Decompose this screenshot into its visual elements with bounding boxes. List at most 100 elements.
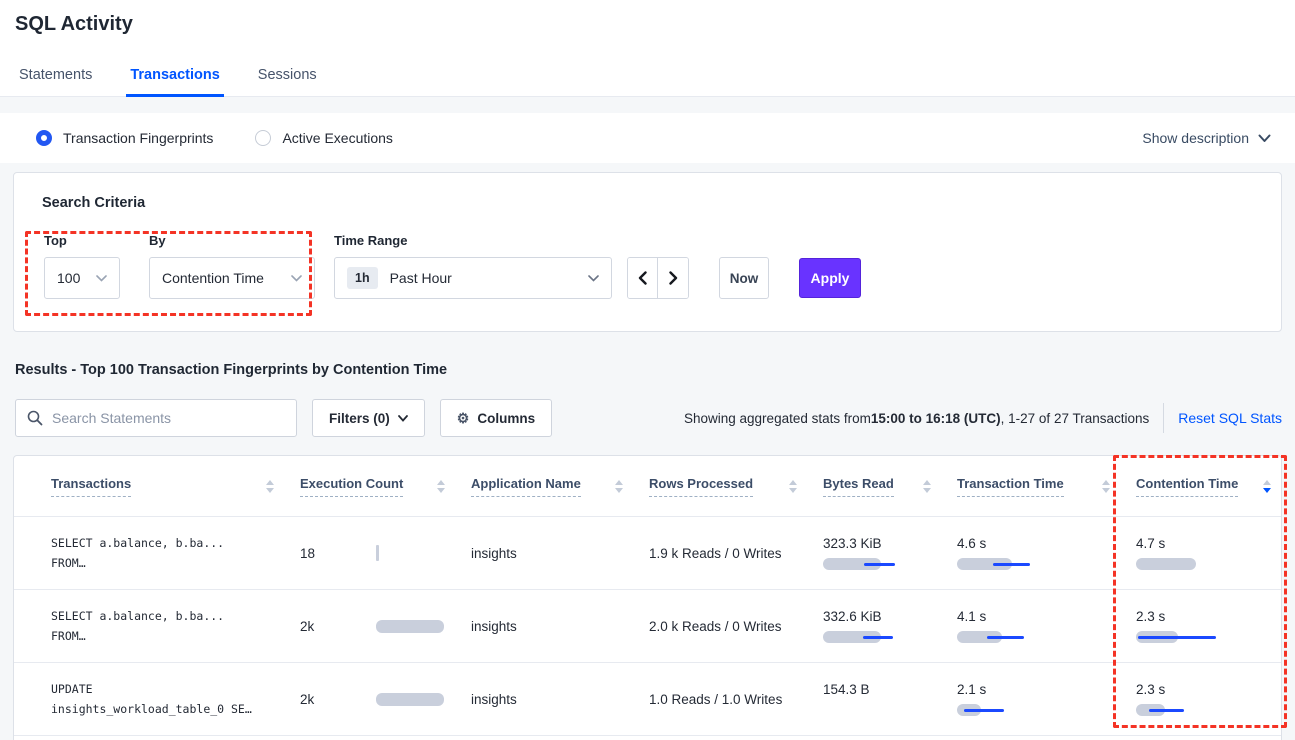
view-toggle-bar: Transaction Fingerprints Active Executio… (0, 113, 1295, 163)
radio-transaction-fingerprints[interactable]: Transaction Fingerprints (36, 130, 213, 146)
rows-processed-cell: 1.0 Reads / 1.0 Writes (649, 691, 783, 707)
bar-gray-segment (823, 631, 881, 643)
sort-up-icon (1263, 479, 1271, 485)
sort-up-icon (923, 479, 931, 485)
transaction-fingerprint-link[interactable]: SELECT a.balance, b.ba... FROM… (14, 606, 300, 646)
sort-arrows-icon[interactable] (923, 479, 931, 493)
column-header-transaction-time[interactable]: Transaction Time (957, 476, 1136, 497)
column-label: Application Name (471, 476, 581, 497)
by-select[interactable]: Contention Time (149, 257, 315, 299)
transaction-time-cell-value: 4.6 s (957, 536, 987, 551)
sql-line-1: UPDATE (51, 682, 93, 696)
tab-sessions[interactable]: Sessions (257, 67, 317, 83)
bar-blue-line (993, 563, 1030, 566)
column-label: Transaction Time (957, 476, 1064, 497)
execution-count-cell: 2k (300, 692, 471, 707)
table-header-row: Transactions Execution Count Application N… (14, 456, 1281, 517)
contention-time-cell: 4.7 s (1136, 536, 1281, 570)
columns-button[interactable]: ⚙ Columns (439, 399, 553, 437)
sql-line-2: FROM… (51, 629, 86, 643)
top-select-value: 100 (57, 270, 81, 286)
sort-arrows-icon[interactable] (266, 479, 274, 493)
metric-bar (823, 558, 931, 570)
radio-unselected-icon[interactable] (255, 130, 272, 146)
filters-button[interactable]: Filters (0) (312, 399, 425, 437)
sort-down-icon (923, 487, 931, 493)
bar-gray-segment (957, 558, 1012, 570)
transactions-table: Transactions Execution Count Application N… (13, 455, 1282, 740)
execution-count-bar (376, 692, 444, 706)
execution-count-bar (376, 545, 379, 561)
by-field: By Contention Time (149, 233, 315, 299)
column-header-bytes-read[interactable]: Bytes Read (823, 476, 957, 497)
column-header-execution-count[interactable]: Execution Count (300, 476, 471, 497)
table-body: SELECT a.balance, b.ba... FROM… 18 insights… (14, 517, 1281, 736)
sort-arrows-icon[interactable] (1263, 479, 1271, 493)
sort-up-icon (266, 479, 274, 485)
time-range-badge: 1h (347, 267, 378, 289)
search-icon (27, 410, 43, 426)
sort-down-icon (789, 487, 797, 493)
top-label: Top (44, 233, 67, 248)
transaction-time-cell-value: 4.1 s (957, 609, 987, 624)
contention-time-cell-value: 4.7 s (1136, 536, 1166, 551)
metric-bar (957, 631, 1110, 643)
tab-transactions[interactable]: Transactions (126, 67, 224, 97)
table-row[interactable]: SELECT a.balance, b.ba... FROM… 18 insights… (14, 517, 1281, 590)
metric-bar (823, 704, 931, 716)
aggregated-stats-text: Showing aggregated stats from 15:00 to 1… (684, 411, 1149, 426)
time-range-nav (627, 257, 689, 299)
column-header-transactions[interactable]: Transactions (14, 476, 300, 497)
search-statements-input[interactable] (15, 399, 297, 437)
stats-suffix: , 1-27 of 27 Transactions (1000, 410, 1150, 426)
metric-bar (1136, 558, 1255, 570)
tab-statements[interactable]: Statements (19, 67, 93, 83)
transaction-time-cell: 4.1 s (957, 609, 1136, 643)
tab-bar: Statements Transactions Sessions (15, 67, 321, 97)
bar-blue-line (1138, 636, 1216, 639)
sort-arrows-icon[interactable] (615, 479, 623, 493)
apply-button[interactable]: Apply (799, 258, 861, 298)
stats-prefix: Showing aggregated stats from (684, 410, 871, 426)
column-header-contention-time[interactable]: Contention Time (1136, 476, 1281, 497)
time-range-select[interactable]: 1h Past Hour (334, 257, 612, 299)
bytes-read-cell: 154.3 B (823, 682, 957, 716)
time-range-field: Time Range 1h Past Hour (334, 233, 612, 299)
top-select[interactable]: 100 (44, 257, 120, 299)
sort-arrows-icon[interactable] (789, 479, 797, 493)
sort-up-icon (1102, 479, 1110, 485)
transaction-fingerprint-link[interactable]: SELECT a.balance, b.ba... FROM… (14, 533, 300, 573)
column-header-rows-processed[interactable]: Rows Processed (649, 476, 823, 497)
chevron-right-icon (668, 271, 678, 285)
table-row[interactable]: UPDATE insights_workload_table_0 SE… 2k ins… (14, 663, 1281, 736)
column-label: Rows Processed (649, 476, 754, 497)
filters-button-label: Filters (0) (329, 410, 390, 426)
table-row[interactable]: SELECT a.balance, b.ba... FROM… 2k insights… (14, 590, 1281, 663)
next-time-button[interactable] (658, 258, 688, 298)
previous-time-button[interactable] (628, 258, 658, 298)
sort-up-icon (437, 479, 445, 485)
bar-gray-segment (957, 631, 1002, 643)
time-range-value: Past Hour (389, 270, 452, 286)
metric-bar (823, 631, 931, 643)
sort-arrows-icon[interactable] (1102, 479, 1110, 493)
chevron-down-icon (397, 414, 408, 422)
bytes-read-cell-value: 323.3 KiB (823, 536, 882, 551)
contention-time-cell: 2.3 s (1136, 682, 1281, 716)
transaction-time-cell-value: 2.1 s (957, 682, 987, 697)
now-button[interactable]: Now (719, 257, 769, 299)
column-label: Execution Count (300, 476, 404, 497)
reset-sql-stats-link[interactable]: Reset SQL Stats (1178, 410, 1282, 426)
radio-selected-icon[interactable] (36, 130, 52, 146)
top-field: Top 100 (44, 233, 120, 299)
bytes-read-cell: 332.6 KiB (823, 609, 957, 643)
search-criteria-title: Search Criteria (42, 195, 146, 211)
sort-down-icon (615, 487, 623, 493)
sort-arrows-icon[interactable] (437, 479, 445, 493)
transaction-fingerprint-link[interactable]: UPDATE insights_workload_table_0 SE… (14, 679, 300, 719)
show-description-toggle[interactable]: Show description (1142, 130, 1271, 146)
column-header-application-name[interactable]: Application Name (471, 476, 649, 497)
radio-label: Active Executions (282, 130, 393, 146)
radio-active-executions[interactable]: Active Executions (255, 130, 393, 146)
search-statements-box (15, 399, 297, 437)
